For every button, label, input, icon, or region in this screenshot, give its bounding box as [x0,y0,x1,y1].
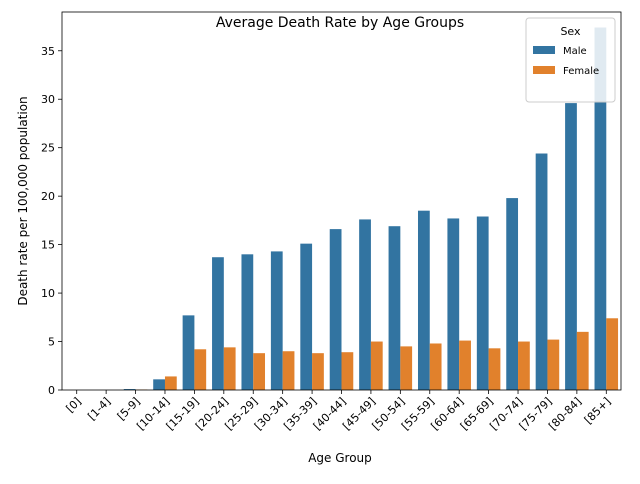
bar-male-3 [153,379,165,390]
y-tick-label: 15 [41,239,55,252]
y-axis: 0 5 10 15 20 25 30 35 [41,45,62,397]
y-tick-label: 30 [41,93,55,106]
y-tick-label: 20 [41,190,55,203]
legend-label-female: Female [563,66,599,77]
bar-male-5 [212,257,224,390]
bar-female-17 [577,332,589,390]
bar-male-10 [359,219,371,390]
legend-swatch-female [533,66,555,74]
bar-female-6 [253,353,265,390]
bar-female-12 [430,343,442,390]
legend: Sex Male Female [526,18,615,102]
y-tick-label: 10 [41,287,55,300]
bar-female-16 [547,340,559,390]
bar-male-17 [565,103,577,390]
bar-female-5 [224,347,236,390]
y-tick-label: 35 [41,45,55,58]
bar-female-4 [194,349,206,390]
bar-female-3 [165,376,177,390]
bar-male-6 [241,254,253,390]
y-axis-label: Death rate per 100,000 population [16,96,30,305]
bar-male-7 [271,251,283,390]
bar-female-9 [342,352,354,390]
y-tick-label: 0 [48,384,55,397]
bar-male-14 [477,217,489,390]
bar-female-18 [606,318,618,390]
x-tick-label: [1-4] [85,395,113,423]
legend-title: Sex [560,25,581,38]
y-tick-label: 25 [41,142,55,155]
bar-male-4 [183,315,195,390]
legend-swatch-male [533,46,555,54]
x-axis: [0][1-4][5-9][10-14][15-19][20-24][25-29… [64,390,614,433]
bar-female-14 [489,348,501,390]
bar-female-11 [400,346,412,390]
bar-male-16 [536,154,548,390]
bar-male-11 [389,226,401,390]
x-tick-label: [85+] [582,395,614,427]
x-tick-label: [0] [64,395,84,415]
bar-male-12 [418,211,430,390]
legend-label-male: Male [563,46,587,57]
bar-female-10 [371,342,383,390]
bar-female-7 [283,351,295,390]
bar-male-15 [506,198,518,390]
bar-male-13 [447,218,459,390]
bar-female-15 [518,342,530,390]
bar-female-13 [459,341,471,390]
bar-female-8 [312,353,324,390]
bar-male-9 [330,229,342,390]
bar-male-8 [300,244,312,390]
x-axis-label: Age Group [308,451,372,465]
chart-title: Average Death Rate by Age Groups [216,15,464,31]
x-tick-label: [80-84] [546,395,584,433]
y-tick-label: 5 [48,336,55,349]
